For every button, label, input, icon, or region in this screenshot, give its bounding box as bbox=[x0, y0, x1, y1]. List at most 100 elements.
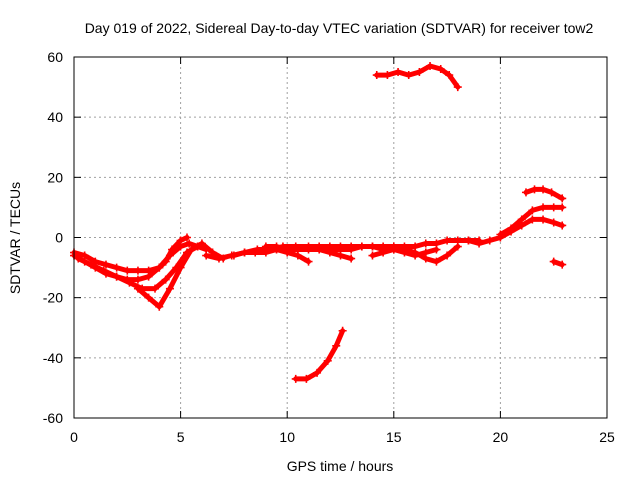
data-point bbox=[421, 239, 430, 248]
data-point bbox=[144, 272, 153, 281]
data-point bbox=[261, 242, 270, 251]
series-arc-11 bbox=[496, 203, 567, 239]
y-tick-label: -40 bbox=[43, 350, 63, 366]
y-tick-label: 60 bbox=[47, 49, 63, 65]
data-point bbox=[464, 236, 473, 245]
data-point bbox=[133, 284, 142, 293]
x-axis-label: GPS time / hours bbox=[287, 458, 394, 474]
series-trace bbox=[523, 186, 565, 201]
data-point bbox=[368, 242, 377, 251]
data-point bbox=[176, 263, 185, 272]
data-point bbox=[400, 245, 409, 254]
y-tick-label: -60 bbox=[43, 410, 63, 426]
x-tick-label: 15 bbox=[386, 429, 402, 445]
grid bbox=[74, 57, 607, 418]
data-point bbox=[144, 293, 153, 302]
data-point bbox=[197, 239, 206, 248]
x-tick-label: 0 bbox=[70, 429, 78, 445]
data-point bbox=[357, 242, 366, 251]
data-point bbox=[432, 245, 441, 254]
data-point bbox=[426, 62, 435, 71]
data-point bbox=[368, 251, 377, 260]
data-point bbox=[240, 248, 249, 257]
data-point bbox=[558, 203, 567, 212]
data-point bbox=[229, 251, 238, 260]
data-point bbox=[155, 302, 164, 311]
ticks: 0 5 10 15 20 25 -60 -40 -20 0 20 40 60 bbox=[43, 49, 615, 445]
data-point bbox=[347, 254, 356, 263]
data-point bbox=[133, 266, 142, 275]
data-point bbox=[404, 71, 413, 80]
data-point bbox=[112, 263, 121, 272]
data-point bbox=[443, 251, 452, 260]
data-point bbox=[304, 257, 313, 266]
data-point bbox=[185, 239, 194, 248]
data-point bbox=[123, 266, 132, 275]
data-point bbox=[453, 236, 462, 245]
data-point bbox=[549, 257, 558, 266]
data-point bbox=[528, 215, 537, 224]
data-point bbox=[133, 275, 142, 284]
data-point bbox=[415, 68, 424, 77]
data-point bbox=[315, 245, 324, 254]
data-point bbox=[347, 245, 356, 254]
series-arc-7 bbox=[261, 242, 356, 263]
data-point bbox=[101, 260, 110, 269]
data-point bbox=[432, 257, 441, 266]
data-point bbox=[87, 260, 96, 269]
data-point bbox=[325, 245, 334, 254]
series-arc-13 bbox=[549, 257, 567, 269]
data-point bbox=[383, 71, 392, 80]
data-point bbox=[445, 71, 454, 80]
data-point bbox=[332, 341, 341, 350]
chart-title: Day 019 of 2022, Sidereal Day-to-day VTE… bbox=[85, 20, 594, 36]
series-arc-12 bbox=[521, 185, 567, 203]
data-point bbox=[558, 194, 567, 203]
data-point bbox=[291, 374, 300, 383]
data-point bbox=[251, 248, 260, 257]
data-point bbox=[549, 218, 558, 227]
data-point bbox=[475, 239, 484, 248]
data-point bbox=[558, 221, 567, 230]
data-point bbox=[336, 245, 345, 254]
data-point bbox=[283, 245, 292, 254]
data-point bbox=[338, 326, 347, 335]
data-point bbox=[521, 188, 530, 197]
data-point bbox=[214, 254, 223, 263]
data-point bbox=[74, 254, 83, 263]
data-point bbox=[161, 275, 170, 284]
data-point bbox=[272, 242, 281, 251]
data-point bbox=[443, 236, 452, 245]
data-point bbox=[182, 233, 191, 242]
y-tick-label: -20 bbox=[43, 290, 63, 306]
data-point bbox=[436, 65, 445, 74]
data-point bbox=[176, 242, 185, 251]
data-point bbox=[421, 254, 430, 263]
data-point bbox=[372, 71, 381, 80]
data-point bbox=[558, 260, 567, 269]
data-point bbox=[323, 356, 332, 365]
data-point bbox=[389, 245, 398, 254]
x-tick-label: 10 bbox=[279, 429, 295, 445]
data-point bbox=[539, 203, 548, 212]
series-arc-15 bbox=[291, 326, 347, 383]
data-layer bbox=[70, 62, 567, 383]
series-arc-14 bbox=[372, 62, 462, 92]
data-point bbox=[549, 203, 558, 212]
data-point bbox=[165, 284, 174, 293]
data-point bbox=[187, 245, 196, 254]
data-point bbox=[517, 215, 526, 224]
data-point bbox=[539, 185, 548, 194]
series-trace bbox=[293, 328, 346, 382]
data-point bbox=[112, 272, 121, 281]
data-point bbox=[151, 284, 160, 293]
data-point bbox=[304, 245, 313, 254]
data-point bbox=[528, 206, 537, 215]
y-tick-label: 40 bbox=[47, 109, 63, 125]
series-arc-9 bbox=[368, 242, 462, 266]
data-point bbox=[202, 251, 211, 260]
data-point bbox=[539, 215, 548, 224]
x-tick-label: 5 bbox=[177, 429, 185, 445]
data-point bbox=[547, 188, 556, 197]
y-tick-label: 0 bbox=[55, 230, 63, 246]
